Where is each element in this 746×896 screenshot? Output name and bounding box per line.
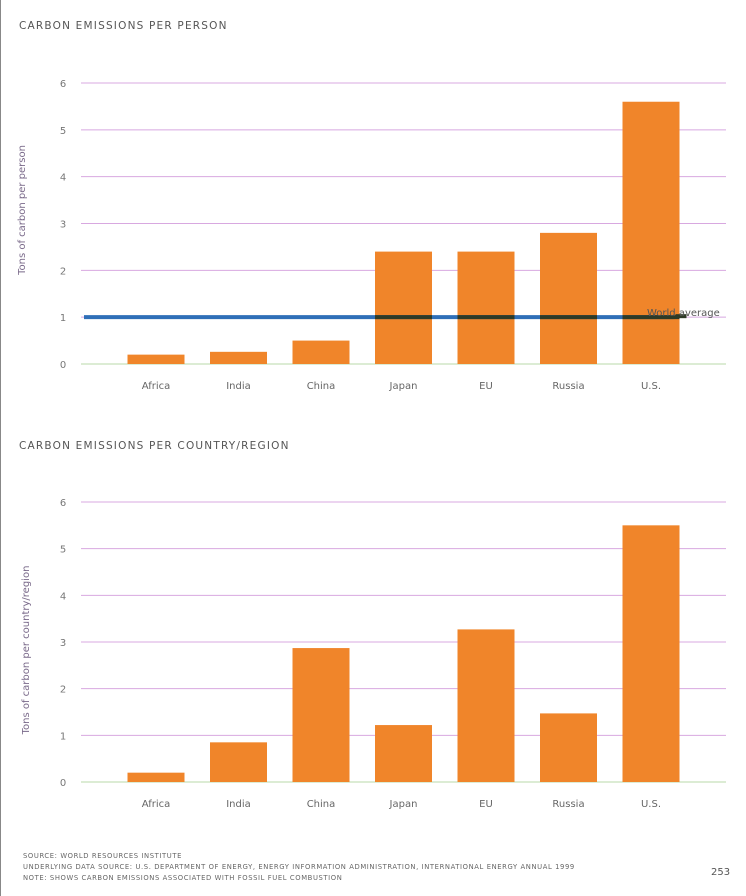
y-tick-label: 3 (60, 220, 66, 231)
bar-russia (540, 713, 597, 782)
bar-japan (375, 725, 432, 782)
x-tick-label: China (307, 799, 336, 810)
y-tick-label: 1 (60, 731, 66, 742)
y-tick-label: 4 (60, 173, 66, 184)
x-tick-label: Japan (389, 799, 418, 810)
y-tick-label: 5 (60, 126, 66, 137)
bar-japan (375, 251, 432, 364)
y-tick-label: 4 (60, 591, 66, 602)
bar-india (210, 742, 267, 782)
bar-eu (457, 251, 515, 364)
bar-africa (127, 772, 185, 782)
chart-per-country: 0 1 2 3 4 5 6 Tons of carbon per country/region… (21, 498, 726, 810)
x-tick-label: Russia (552, 799, 584, 810)
bar-eu (457, 629, 515, 782)
bar-africa (127, 354, 185, 364)
y-tick-label: 0 (60, 360, 66, 371)
x-tick-label: Japan (389, 381, 418, 392)
bar-russia (540, 232, 597, 364)
x-tick-label: India (226, 381, 251, 392)
footer-note: NOTE: SHOWS CARBON EMISSIONS ASSOCIATED … (23, 874, 343, 882)
chart1-title: CARBON EMISSIONS PER PERSON (19, 20, 228, 32)
x-tick-label: Russia (552, 381, 584, 392)
world-average-label: World average (647, 308, 720, 319)
chart-per-person: 0 1 2 3 4 5 6 Tons of carbon per person Africa In… (17, 79, 726, 392)
x-tick-label: Africa (142, 381, 171, 392)
y-tick-label: 2 (60, 685, 66, 696)
bar-us (622, 101, 680, 364)
y-tick-label: 6 (60, 79, 66, 90)
x-tick-label: EU (479, 381, 493, 392)
y-tick-label: 5 (60, 545, 66, 556)
x-tick-label: EU (479, 799, 493, 810)
bar-china (292, 648, 350, 782)
y-axis-label: Tons of carbon per person (17, 145, 28, 276)
bar-china (292, 340, 350, 364)
x-tick-label: Africa (142, 799, 171, 810)
y-tick-label: 6 (60, 498, 66, 509)
x-tick-label: India (226, 799, 251, 810)
bar-us (622, 525, 680, 782)
footer-underlying-source: UNDERLYING DATA SOURCE: U.S. DEPARTMENT … (23, 863, 575, 871)
x-tick-label: U.S. (641, 799, 661, 810)
y-tick-label: 0 (60, 778, 66, 789)
footer-source: SOURCE: WORLD RESOURCES INSTITUTE (23, 852, 182, 860)
page-number: 253 (711, 867, 731, 878)
y-tick-label: 3 (60, 638, 66, 649)
x-tick-label: U.S. (641, 381, 661, 392)
y-tick-label: 1 (60, 313, 66, 324)
bar-india (210, 351, 267, 364)
chart2-title: CARBON EMISSIONS PER COUNTRY/REGION (19, 440, 290, 452)
y-tick-label: 2 (60, 266, 66, 277)
y-axis-label: Tons of carbon per country/region (21, 566, 32, 736)
x-tick-label: China (307, 381, 336, 392)
